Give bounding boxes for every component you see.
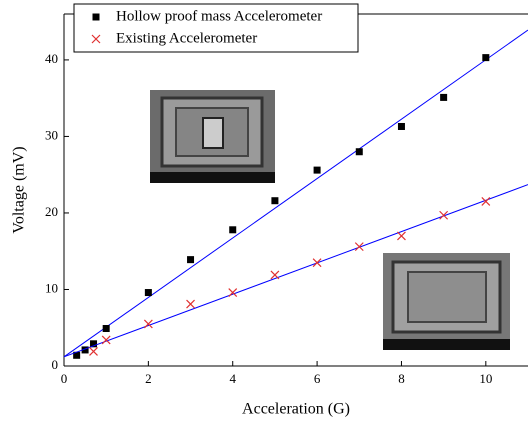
marker xyxy=(103,325,110,332)
y-tick-label: 0 xyxy=(52,357,59,372)
chart: Acceleration (G) Voltage (mV) 0 2 4 6 8 10 0 10… xyxy=(0,0,528,423)
marker xyxy=(187,300,195,308)
marker xyxy=(440,94,447,101)
marker xyxy=(271,197,278,204)
y-axis-label: Voltage (mV) xyxy=(11,146,28,233)
x-tick-label: 6 xyxy=(314,371,321,386)
marker xyxy=(482,54,489,61)
marker xyxy=(356,148,363,155)
x-tick-label: 2 xyxy=(145,371,152,386)
marker xyxy=(187,256,194,263)
y-tick-label: 20 xyxy=(45,204,58,219)
marker xyxy=(145,289,152,296)
marker xyxy=(229,226,236,233)
marker xyxy=(398,123,405,130)
inset-image xyxy=(150,90,275,183)
y-tick-label: 30 xyxy=(45,127,58,142)
page: Acceleration (G) Voltage (mV) 0 2 4 6 8 10 0 10… xyxy=(0,0,528,423)
marker xyxy=(144,320,152,328)
marker xyxy=(313,259,321,267)
x-tick-label: 8 xyxy=(398,371,405,386)
x-axis-label: Acceleration (G) xyxy=(242,401,350,418)
legend-label: Hollow proof mass Accelerometer xyxy=(116,8,322,24)
x-tick-label: 4 xyxy=(229,371,236,386)
marker xyxy=(229,289,237,297)
marker xyxy=(314,167,321,174)
legend-label: Existing Accelerometer xyxy=(116,30,257,46)
x-tick-label: 0 xyxy=(61,371,68,386)
marker xyxy=(397,232,405,240)
x-tick-label: 10 xyxy=(479,371,492,386)
y-tick-label: 40 xyxy=(45,51,58,66)
inset-image xyxy=(383,253,510,350)
marker xyxy=(90,347,98,355)
marker xyxy=(271,271,279,279)
legend-marker xyxy=(93,14,100,21)
y-tick-label: 10 xyxy=(45,280,58,295)
